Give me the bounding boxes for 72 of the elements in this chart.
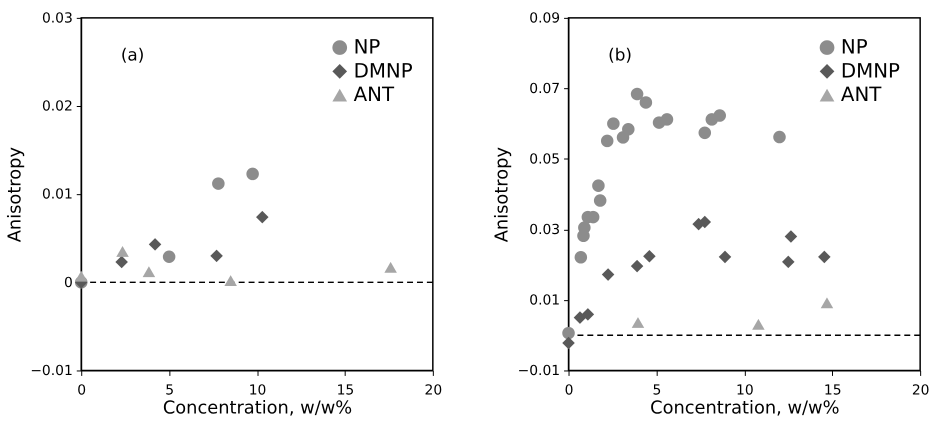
legend-label: DMNP bbox=[840, 59, 900, 82]
y-axis-title: Anisotropy bbox=[492, 146, 513, 242]
x-tick-label: 10 bbox=[736, 382, 754, 399]
y-tick-label: 0.01 bbox=[42, 186, 73, 203]
point bbox=[594, 194, 606, 207]
y-tick-label: −0.01 bbox=[518, 362, 560, 379]
x-tick-label: 5 bbox=[652, 382, 662, 399]
point bbox=[718, 250, 732, 264]
point bbox=[602, 268, 614, 281]
y-tick-label: 0.01 bbox=[529, 292, 560, 308]
point bbox=[782, 256, 795, 268]
point bbox=[622, 123, 635, 136]
x-tick-label: 0 bbox=[77, 382, 86, 399]
x-tick-label: 0 bbox=[564, 382, 574, 399]
point bbox=[820, 297, 834, 308]
point bbox=[607, 117, 620, 130]
point bbox=[74, 270, 88, 282]
y-tick-label: −0.01 bbox=[30, 362, 73, 379]
point bbox=[752, 318, 765, 330]
point bbox=[574, 311, 586, 324]
point bbox=[592, 179, 605, 192]
y-tick-label: 0.03 bbox=[529, 222, 560, 238]
point bbox=[640, 96, 652, 109]
point bbox=[630, 88, 644, 100]
point bbox=[210, 250, 223, 262]
annotation: (b) bbox=[608, 44, 632, 64]
y-tick-label: 0.02 bbox=[42, 98, 73, 114]
x-tick-label: 5 bbox=[165, 382, 174, 399]
point bbox=[246, 168, 259, 180]
point bbox=[643, 250, 656, 262]
x-axis-title: Concentration, w/w% bbox=[162, 398, 352, 419]
x-tick-label: 15 bbox=[336, 382, 354, 399]
point bbox=[562, 326, 575, 340]
y-tick-label: 0.03 bbox=[42, 10, 73, 26]
annotation: (a) bbox=[120, 44, 144, 64]
point bbox=[148, 238, 162, 251]
point bbox=[773, 130, 786, 144]
legend-label: NP bbox=[840, 36, 868, 59]
point bbox=[116, 246, 129, 257]
y-tick-label: 0.07 bbox=[529, 80, 560, 97]
point bbox=[212, 177, 225, 190]
point bbox=[660, 113, 674, 126]
x-tick-label: 20 bbox=[912, 382, 930, 399]
point bbox=[600, 134, 614, 148]
legend-label: DMNP bbox=[354, 59, 413, 82]
point bbox=[162, 250, 176, 263]
point bbox=[713, 109, 726, 122]
y-tick-label: 0.05 bbox=[529, 151, 560, 168]
point bbox=[818, 250, 831, 264]
point bbox=[574, 251, 588, 264]
point bbox=[632, 317, 644, 328]
legend-label: ANT bbox=[354, 83, 395, 106]
point bbox=[698, 126, 712, 140]
legend-label: ANT bbox=[840, 83, 882, 106]
point bbox=[578, 221, 591, 234]
legend-label: NP bbox=[354, 36, 380, 59]
x-tick-label: 20 bbox=[424, 382, 442, 399]
point bbox=[582, 308, 594, 321]
point bbox=[256, 210, 269, 224]
x-tick-label: 15 bbox=[824, 382, 842, 399]
point bbox=[784, 230, 798, 243]
point bbox=[142, 266, 156, 278]
x-axis-title: Concentration, w/w% bbox=[650, 398, 840, 419]
x-tick-label: 10 bbox=[248, 382, 266, 399]
point bbox=[224, 275, 237, 286]
point bbox=[384, 262, 397, 273]
y-tick-label: 0 bbox=[64, 274, 73, 291]
y-axis-title: Anisotropy bbox=[4, 146, 26, 242]
point bbox=[562, 336, 575, 350]
y-tick-label: 0.09 bbox=[529, 10, 560, 26]
point bbox=[115, 256, 128, 268]
point bbox=[630, 260, 644, 272]
